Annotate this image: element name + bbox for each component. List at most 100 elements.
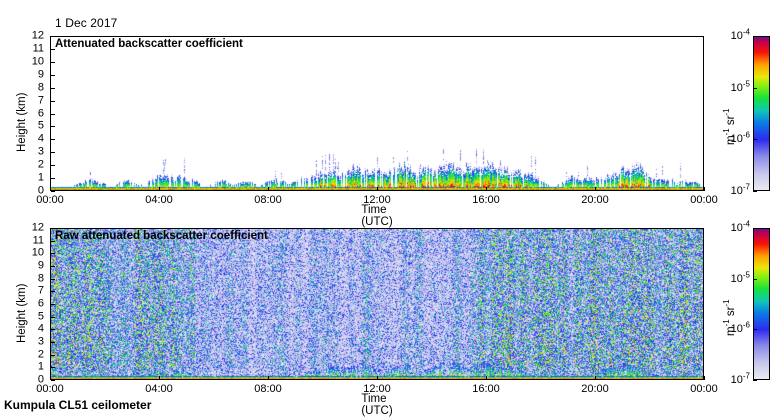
- instrument-footer-label: Kumpula CL51 ceilometer: [4, 398, 152, 412]
- y-tick-label: 3: [37, 145, 44, 158]
- x-tick-mark: [704, 187, 705, 191]
- y-tick-mark: [51, 36, 55, 37]
- x-axis-label-panel-1: Time (UTC): [361, 204, 393, 228]
- y-tick-label: 3: [37, 335, 44, 348]
- x-tick-mark: [595, 376, 596, 380]
- y-tick-label: 7: [37, 284, 44, 297]
- y-tick-mark: [51, 291, 55, 292]
- colorbar-tick-mark: [753, 329, 757, 330]
- colorbar-tick-label: 10-4: [730, 219, 750, 234]
- y-tick-label: 2: [37, 158, 44, 171]
- y-axis-label-panel-2: Height (km): [16, 283, 28, 343]
- x-tick-label: 20:00: [581, 194, 609, 206]
- y-tick-mark: [51, 304, 55, 305]
- x-tick-mark: [377, 376, 378, 380]
- y-tick-mark: [51, 342, 55, 343]
- x-tick-label: 12:00: [363, 383, 391, 395]
- x-tick-mark: [268, 376, 269, 380]
- y-tick-label: 6: [37, 297, 44, 310]
- x-tick-mark: [50, 187, 51, 191]
- y-tick-mark: [51, 380, 55, 381]
- colorbar-tick-mark: [753, 279, 757, 280]
- y-tick-label: 1: [37, 171, 44, 184]
- y-tick-label: 12: [31, 221, 44, 234]
- y-tick-label: 5: [37, 310, 44, 323]
- y-tick-label: 5: [37, 119, 44, 132]
- x-tick-mark: [486, 187, 487, 191]
- colorbar-tick-label: 10-5: [730, 79, 750, 94]
- colorbar-tick-mark: [753, 228, 757, 229]
- y-tick-mark: [51, 279, 55, 280]
- y-tick-label: 9: [37, 259, 44, 272]
- colorbar-tick-mark: [753, 88, 757, 89]
- x-tick-mark: [377, 187, 378, 191]
- date-label: 1 Dec 2017: [55, 16, 118, 30]
- y-tick-label: 6: [37, 107, 44, 119]
- colorbar-tick-label: 10-7: [730, 371, 750, 386]
- y-tick-mark: [51, 88, 55, 89]
- panel-title-raw: Raw attenuated backscatter coefficient: [55, 230, 268, 242]
- y-axis-label-panel-1: Height (km): [16, 92, 28, 152]
- y-tick-label: 8: [37, 272, 44, 285]
- x-tick-label: 08:00: [254, 194, 282, 206]
- y-tick-mark: [51, 62, 55, 63]
- y-tick-label: 4: [37, 322, 44, 335]
- y-tick-label: 11: [32, 42, 44, 55]
- y-tick-mark: [51, 114, 55, 115]
- y-tick-label: 10: [31, 55, 44, 68]
- colorbar-tick-label: 10-6: [730, 320, 750, 336]
- colorbar-tick-mark: [753, 191, 757, 192]
- y-tick-mark: [51, 49, 55, 50]
- y-tick-mark: [51, 152, 55, 153]
- colorbar-tick-label: 10-6: [730, 130, 750, 146]
- colorbar-tick-label: 10-7: [730, 182, 750, 197]
- y-tick-mark: [51, 178, 55, 179]
- y-tick-label: 1: [37, 360, 44, 373]
- x-tick-label: 00:00: [36, 194, 64, 206]
- plot-area-attenuated-backscatter[interactable]: Attenuated backscatter coefficient: [50, 36, 704, 191]
- y-tick-mark: [51, 241, 55, 242]
- x-tick-mark: [50, 376, 51, 380]
- colorbar-tick-label: 10-4: [730, 27, 750, 42]
- y-tick-mark: [51, 101, 55, 102]
- y-tick-mark: [51, 266, 55, 267]
- x-tick-label: 08:00: [254, 383, 282, 395]
- colorbar-gradient-panel-2: [754, 229, 769, 379]
- colorbar-gradient-panel-1: [754, 37, 769, 190]
- y-tick-label: 12: [31, 29, 44, 42]
- y-tick-label: 11: [32, 234, 44, 247]
- panel-title-attenuated: Attenuated backscatter coefficient: [55, 38, 243, 50]
- x-axis-label-panel-2: Time (UTC): [361, 393, 393, 417]
- y-tick-mark: [51, 75, 55, 76]
- colorbar-panel-1: [753, 36, 770, 191]
- plot-area-raw-attenuated-backscatter[interactable]: Raw attenuated backscatter coefficient: [50, 228, 704, 380]
- x-tick-label: 16:00: [472, 194, 500, 206]
- y-tick-mark: [51, 367, 55, 368]
- x-tick-mark: [595, 187, 596, 191]
- x-tick-mark: [159, 187, 160, 191]
- y-tick-label: 0: [37, 184, 44, 197]
- x-tick-mark: [704, 376, 705, 380]
- x-tick-label: 00:00: [690, 194, 718, 206]
- x-tick-mark: [268, 187, 269, 191]
- x-tick-label: 20:00: [581, 383, 609, 395]
- y-tick-mark: [51, 329, 55, 330]
- y-tick-mark: [51, 165, 55, 166]
- colorbar-label-panel-1: m-1 sr-1: [722, 108, 737, 145]
- x-tick-mark: [486, 376, 487, 380]
- x-tick-label: 04:00: [145, 194, 173, 206]
- y-tick-label: 0: [37, 373, 44, 386]
- colorbar-label-panel-2: m-1 sr-1: [722, 299, 737, 336]
- y-tick-mark: [51, 126, 55, 127]
- x-tick-label: 16:00: [472, 383, 500, 395]
- y-tick-mark: [51, 355, 55, 356]
- colorbar-tick-mark: [753, 380, 757, 381]
- y-tick-label: 8: [37, 81, 44, 94]
- x-tick-label: 04:00: [145, 383, 173, 395]
- y-tick-label: 7: [37, 94, 44, 107]
- y-tick-label: 4: [37, 132, 44, 145]
- y-tick-mark: [51, 228, 55, 229]
- y-tick-mark: [51, 253, 55, 254]
- y-tick-mark: [51, 317, 55, 318]
